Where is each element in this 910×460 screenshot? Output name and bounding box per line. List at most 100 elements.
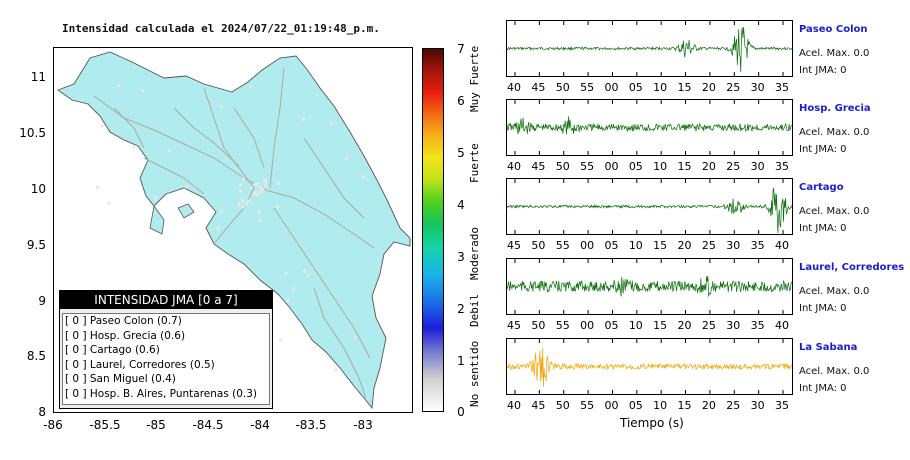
- town-marker: [239, 183, 243, 187]
- map-ytick: 9: [38, 294, 46, 308]
- waveform-tick-label: 15: [653, 319, 668, 332]
- waveform-tick-label: 55: [555, 239, 570, 252]
- town-marker: [255, 183, 259, 187]
- town-marker: [252, 192, 256, 196]
- town-marker: [344, 157, 348, 161]
- waveform-tick-label: 35: [750, 239, 765, 252]
- waveform-panel[interactable]: [506, 99, 793, 156]
- waveform-tick-label: 10: [628, 319, 643, 332]
- station-name: Paseo Colon: [799, 24, 868, 35]
- waveform-tick-label: 30: [726, 239, 741, 252]
- legend-item: [ 0 ] Cartago (0.6): [65, 344, 160, 357]
- waveform-tick-label: 50: [531, 319, 546, 332]
- town-marker: [249, 186, 253, 190]
- town-marker: [116, 84, 120, 88]
- map-xtick: -84.5: [192, 418, 224, 432]
- waveform-tick-label: 25: [726, 81, 741, 94]
- legend-item: [ 0 ] Laurel, Corredores (0.5): [65, 358, 215, 371]
- town-marker: [259, 190, 263, 194]
- station-int-jma: Int JMA: 0: [799, 223, 847, 234]
- station-acel-max: Acel. Max. 0.0: [799, 206, 870, 217]
- station-acel-max: Acel. Max. 0.0: [799, 127, 870, 138]
- waveform-tick-label: 55: [580, 160, 595, 173]
- town-marker: [330, 121, 334, 125]
- waveform-tick-label: 20: [677, 239, 692, 252]
- colorbar-tick: 0: [457, 405, 465, 419]
- colorbar-label: Moderado: [468, 227, 481, 281]
- town-marker: [100, 124, 104, 128]
- peninsula-tip: [149, 204, 165, 235]
- station-acel-max: Acel. Max. 0.0: [799, 366, 870, 377]
- waveform-tick-label: 20: [701, 160, 716, 173]
- waveform-tick-label: 40: [507, 160, 521, 173]
- legend-item: [ 0 ] Hosp. B. Aires, Puntarenas (0.3): [65, 387, 258, 400]
- intensity-legend: INTENSIDAD JMA [0 a 7] [ 0 ] Paseo Colon…: [59, 290, 273, 409]
- waveform-tick-label: 15: [653, 239, 668, 252]
- waveform-tick-label: 55: [580, 399, 595, 412]
- map-ytick: 10.5: [19, 126, 46, 140]
- station-int-jma: Int JMA: 0: [799, 303, 847, 314]
- map-xtick: -84: [250, 418, 270, 432]
- colorbar-tick: 5: [457, 146, 465, 160]
- station-int-jma: Int JMA: 0: [799, 144, 847, 155]
- station-name: La Sabana: [799, 342, 858, 353]
- road-line: [273, 207, 371, 359]
- town-marker: [132, 145, 136, 149]
- town-marker: [286, 299, 290, 303]
- town-marker: [249, 85, 253, 89]
- nicoya-gulf-islands: [177, 203, 195, 219]
- waveform-tick-label: 35: [775, 160, 789, 173]
- colorbar-label: No sentido: [468, 340, 481, 408]
- waveform-tick-label: 25: [726, 399, 741, 412]
- waveform-tick-label: 25: [726, 160, 741, 173]
- waveform-tick-label: 45: [531, 160, 546, 173]
- waveform-tick-label: 45: [531, 81, 546, 94]
- waveform-tick-label: 35: [775, 399, 789, 412]
- map-xtick: -83.5: [295, 418, 327, 432]
- waveform-panel[interactable]: [506, 258, 793, 315]
- colorbar-tick: 7: [457, 42, 465, 56]
- waveform-tick-label: 35: [750, 319, 765, 332]
- waveform-tick-label: 15: [677, 160, 692, 173]
- legend-title: INTENSIDAD JMA [0 a 7]: [60, 291, 272, 309]
- waveform-tick-label: 20: [701, 81, 716, 94]
- town-marker: [353, 336, 357, 340]
- colorbar-tick: 3: [457, 250, 465, 264]
- waveform-tick-label: 05: [628, 81, 643, 94]
- map-ytick: 9.5: [26, 238, 46, 252]
- waveform-tick-label: 50: [531, 239, 546, 252]
- waveform-trace: [507, 26, 792, 73]
- waveform-trace: [507, 116, 792, 135]
- waveform-tick-label: 40: [775, 239, 789, 252]
- town-marker: [141, 89, 145, 93]
- waveform-tick-label: 00: [580, 319, 595, 332]
- waveform-trace: [507, 275, 792, 297]
- town-marker: [220, 105, 224, 109]
- colorbar-tick: 1: [457, 354, 465, 368]
- town-marker: [244, 202, 248, 206]
- colorbar-tick: 4: [457, 198, 465, 212]
- town-marker: [241, 205, 245, 209]
- legend-list: [ 0 ] Paseo Colon (0.7) [ 0 ] Hosp. Grec…: [62, 313, 270, 405]
- country-shape: [57, 51, 411, 410]
- waveform-tick-label: 15: [677, 81, 692, 94]
- waveform-tick-label: 45: [507, 319, 521, 332]
- waveform-panel[interactable]: [506, 20, 793, 77]
- road-line: [265, 189, 375, 249]
- roads: [93, 67, 375, 399]
- road-line: [313, 287, 367, 399]
- waveform-tick-label: 25: [701, 319, 716, 332]
- waveform-tick-label: 50: [555, 160, 570, 173]
- legend-item: [ 0 ] San Miguel (0.4): [65, 373, 176, 386]
- station-acel-max: Acel. Max. 0.0: [799, 286, 870, 297]
- town-marker: [291, 287, 295, 291]
- town-marker: [264, 180, 268, 184]
- waveform-tick-label: 30: [726, 319, 741, 332]
- waveform-tick-label: 05: [604, 319, 619, 332]
- waveform-panel[interactable]: [506, 338, 793, 395]
- waveform-tick-label: 35: [775, 81, 789, 94]
- waveform-panel[interactable]: [506, 178, 793, 235]
- town-marker: [167, 149, 171, 153]
- colorbar-tick: 2: [457, 302, 465, 316]
- road-line: [303, 137, 365, 219]
